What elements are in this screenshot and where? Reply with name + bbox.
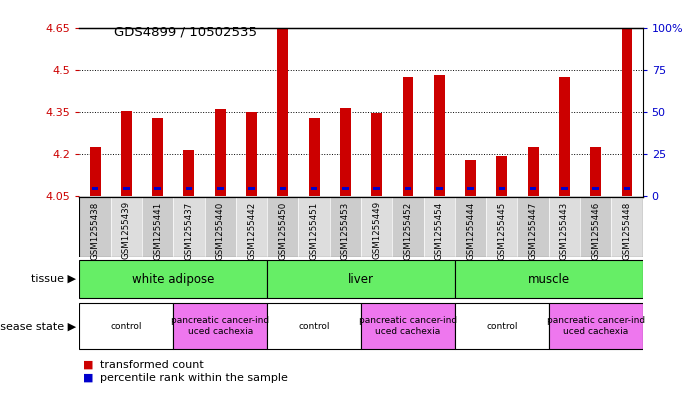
Bar	[580, 196, 612, 257]
Text: tissue ▶: tissue ▶	[31, 274, 76, 284]
Bar	[267, 303, 361, 349]
Text: GSM1255441: GSM1255441	[153, 201, 162, 260]
Text: ■: ■	[83, 373, 93, 383]
Text: GSM1255447: GSM1255447	[529, 201, 538, 260]
Text: GSM1255446: GSM1255446	[591, 201, 600, 260]
Text: ■: ■	[83, 360, 93, 370]
Bar	[340, 108, 351, 196]
Bar	[436, 187, 442, 190]
Bar	[465, 160, 476, 196]
Bar	[205, 196, 236, 257]
Bar	[267, 196, 299, 257]
Text: GSM1255439: GSM1255439	[122, 201, 131, 259]
Text: white adipose: white adipose	[132, 272, 214, 286]
Bar	[498, 187, 505, 190]
Bar	[559, 77, 570, 196]
Text: GSM1255452: GSM1255452	[404, 201, 413, 260]
Bar	[186, 187, 192, 190]
Text: pancreatic cancer-ind
uced cachexia: pancreatic cancer-ind uced cachexia	[171, 316, 269, 336]
Text: GSM1255451: GSM1255451	[310, 201, 319, 260]
Bar	[142, 196, 173, 257]
Bar	[612, 196, 643, 257]
Bar	[79, 196, 111, 257]
Bar	[92, 187, 98, 190]
Bar	[621, 22, 632, 196]
Text: control: control	[111, 322, 142, 331]
Bar	[371, 114, 382, 196]
Text: liver: liver	[348, 272, 374, 286]
Bar	[392, 196, 424, 257]
Bar	[184, 150, 194, 196]
Text: GSM1255450: GSM1255450	[278, 201, 287, 260]
Bar	[455, 196, 486, 257]
Text: GDS4899 / 10502535: GDS4899 / 10502535	[114, 26, 257, 39]
Bar	[486, 196, 518, 257]
Text: percentile rank within the sample: percentile rank within the sample	[100, 373, 288, 383]
Bar	[361, 303, 455, 349]
Bar	[549, 303, 643, 349]
Bar	[467, 187, 474, 190]
Bar	[330, 196, 361, 257]
Bar	[299, 196, 330, 257]
Bar	[280, 187, 286, 190]
Bar	[215, 109, 226, 196]
Text: GSM1255444: GSM1255444	[466, 201, 475, 260]
Bar	[236, 196, 267, 257]
Text: GSM1255454: GSM1255454	[435, 201, 444, 260]
Bar	[590, 147, 601, 196]
Bar	[496, 156, 507, 196]
Text: GSM1255453: GSM1255453	[341, 201, 350, 260]
Bar	[455, 259, 643, 299]
Bar	[79, 303, 173, 349]
Bar	[90, 147, 101, 196]
Bar	[79, 259, 267, 299]
Text: GSM1255440: GSM1255440	[216, 201, 225, 260]
Text: control: control	[486, 322, 518, 331]
Text: GSM1255442: GSM1255442	[247, 201, 256, 260]
Bar	[561, 187, 568, 190]
Bar	[518, 196, 549, 257]
Text: pancreatic cancer-ind
uced cachexia: pancreatic cancer-ind uced cachexia	[359, 316, 457, 336]
Text: pancreatic cancer-ind
uced cachexia: pancreatic cancer-ind uced cachexia	[547, 316, 645, 336]
Bar	[455, 303, 549, 349]
Text: disease state ▶: disease state ▶	[0, 321, 76, 331]
Bar	[405, 187, 411, 190]
Bar	[173, 196, 205, 257]
Bar	[121, 112, 132, 196]
Bar	[373, 187, 380, 190]
Bar	[246, 112, 257, 196]
Bar	[267, 259, 455, 299]
Text: GSM1255445: GSM1255445	[498, 201, 507, 260]
Bar	[123, 187, 130, 190]
Bar	[154, 187, 161, 190]
Bar	[528, 147, 538, 196]
Bar	[342, 187, 349, 190]
Text: transformed count: transformed count	[100, 360, 204, 370]
Text: GSM1255448: GSM1255448	[623, 201, 632, 260]
Text: control: control	[299, 322, 330, 331]
Bar	[624, 187, 630, 190]
Bar	[173, 303, 267, 349]
Bar	[530, 187, 536, 190]
Text: GSM1255443: GSM1255443	[560, 201, 569, 260]
Bar	[277, 8, 288, 196]
Bar	[592, 187, 599, 190]
Bar	[309, 118, 320, 196]
Bar	[248, 187, 255, 190]
Bar	[311, 187, 317, 190]
Text: GSM1255437: GSM1255437	[184, 201, 193, 260]
Bar	[424, 196, 455, 257]
Text: GSM1255438: GSM1255438	[91, 201, 100, 260]
Bar	[111, 196, 142, 257]
Bar	[549, 196, 580, 257]
Bar	[217, 187, 224, 190]
Text: GSM1255449: GSM1255449	[372, 201, 381, 259]
Bar	[152, 118, 163, 196]
Bar	[434, 75, 445, 196]
Text: muscle: muscle	[528, 272, 570, 286]
Bar	[402, 77, 413, 196]
Bar	[361, 196, 392, 257]
